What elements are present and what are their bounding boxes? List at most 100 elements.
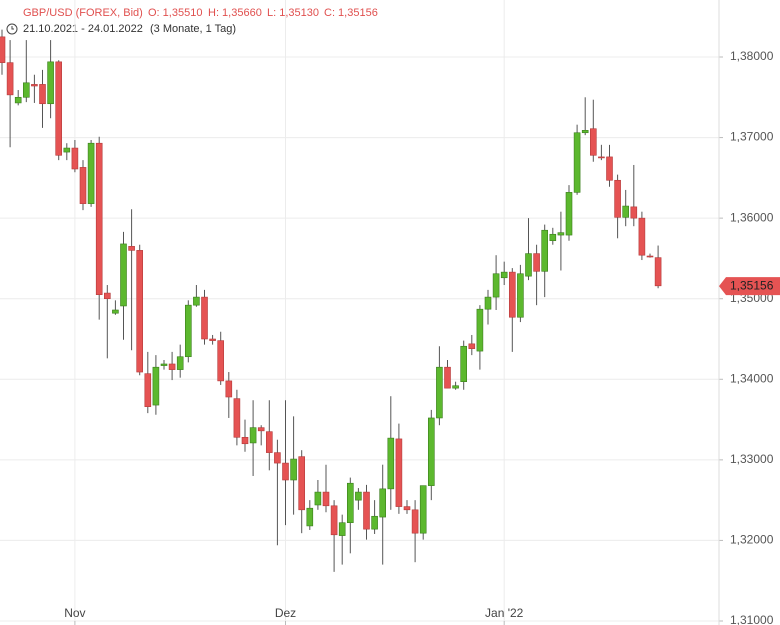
y-tick-label: 1,37000 [730,130,774,144]
candle-body [193,296,200,306]
candle-body [79,167,87,204]
candle-body [6,62,14,96]
candle-body [0,36,6,63]
candle-body [452,385,459,389]
candle-body [581,130,589,134]
candle-body [500,271,508,279]
candle-body [298,456,306,511]
candle-body [557,232,565,236]
candle-body [95,142,103,295]
candle-body [14,96,22,104]
candle-body [622,205,630,218]
candle-body [282,462,289,481]
candle-body [128,246,135,251]
candle-body [419,485,427,534]
candle-body [136,250,143,373]
candle-body [330,505,338,536]
candle-body [160,363,168,366]
candle-body [322,491,330,507]
candle-body [630,206,638,219]
y-tick-label: 1,32000 [730,533,774,547]
candle-body [525,253,532,277]
candle-body [152,366,160,406]
ohlc-label: C: 1,35156 [324,7,378,19]
clock-hand [11,26,14,30]
candle-body [533,253,540,272]
candle-body [468,343,476,349]
candle-body [314,491,322,506]
candle-body [217,340,224,382]
x-tick-label: Dez [275,606,296,620]
candle-body [371,515,378,530]
candle-body [31,84,38,87]
candle-body [460,345,468,383]
candle-body [112,309,119,314]
x-tick-label: Nov [64,606,85,620]
candle-body [290,458,297,481]
candle-body [573,132,581,193]
candle-body [120,243,127,307]
candle-body [387,437,395,490]
candle-body [233,398,241,438]
candle-body [395,438,403,507]
candle-body [492,273,500,298]
candle-body [654,257,662,287]
candle-body [549,233,557,242]
candle-body [508,271,516,318]
candle-body [47,61,54,105]
candle-body [257,427,265,432]
candle-body [436,366,443,419]
y-tick-label: 1,33000 [730,452,774,466]
candle-body [338,522,346,536]
candle-body [517,273,524,318]
candle-body [355,491,362,501]
candle-body [589,128,597,156]
chart-title: GBP/USD (FOREX, Bid) [23,7,143,19]
candle-body [598,156,605,159]
candle-body [249,427,257,444]
candle-body [39,84,46,105]
candle-body [185,304,192,358]
candle-body [363,491,370,530]
y-tick-label: 1,36000 [730,210,774,224]
candle-body [55,61,63,156]
last-price-label: 1,35156 [730,278,774,292]
chart-header: GBP/USD (FOREX, Bid) O: 1,35510 H: 1,356… [6,7,378,35]
candle-body [379,488,387,518]
candle-body [22,82,30,98]
y-tick-label: 1,38000 [730,49,774,63]
x-tick-label: Jan '22 [485,606,524,620]
candle-body [614,179,621,218]
candle-body [63,147,71,153]
candle-body [144,373,152,407]
candle-body [168,363,176,370]
ohlc-label: O: 1,35510 [148,7,202,19]
candle-body [403,506,411,511]
y-tick-label: 1,34000 [730,371,774,385]
candle-body [646,255,654,258]
candle-body [306,507,314,527]
candle-body [411,509,419,534]
candle-body [104,292,111,300]
candle-body [274,452,281,464]
period: (3 Monate, 1 Tag) [150,23,236,35]
candle-body [241,436,249,445]
candle-body [541,229,549,272]
candle-body [638,217,646,256]
date-range: 21.10.2021 - 24.01.2022 [23,23,143,35]
y-tick-label: 1,31000 [730,613,774,625]
candle-body [444,366,451,389]
candle-body [225,380,233,398]
candle-body [427,417,435,486]
candle-body [565,192,573,236]
candle-body [176,356,184,370]
candle-body [476,308,484,352]
ohlc-label: L: 1,35130 [267,7,319,19]
ohlc-label: H: 1,35660 [208,7,262,19]
candle-body [71,147,79,170]
candle-body [87,142,95,204]
candle-body [484,296,492,310]
candle-body [606,156,613,181]
candle-body [346,482,354,524]
